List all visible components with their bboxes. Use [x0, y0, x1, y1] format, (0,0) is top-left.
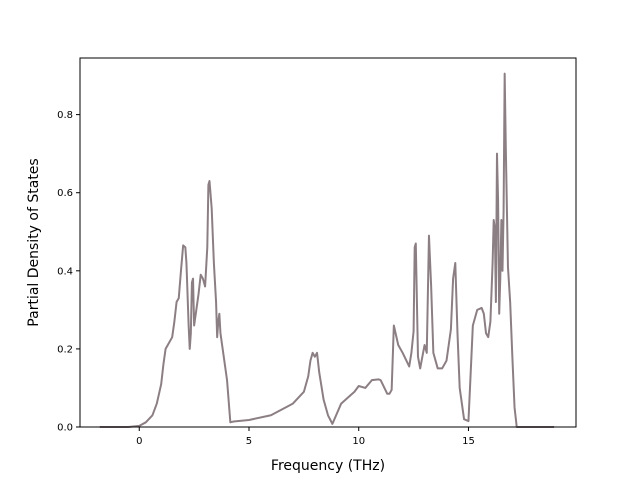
- y-tick-label: 0.2: [57, 344, 73, 355]
- x-tick-label: 10: [352, 436, 365, 447]
- x-tick-label: 0: [136, 436, 142, 447]
- y-axis-label: Partial Density of States: [26, 158, 42, 326]
- y-tick-label: 0.0: [57, 423, 73, 434]
- pdos-series-line-0: [99, 72, 555, 428]
- plot-area: [99, 72, 555, 428]
- axis-ticks: 0 5 10 15 0.0 0.2 0.4 0.6 0.8: [57, 110, 475, 447]
- x-tick-label: 15: [462, 436, 475, 447]
- axes-frame: [79, 57, 577, 428]
- y-tick-label: 0.4: [57, 266, 73, 277]
- y-tick-label: 0.6: [57, 188, 73, 199]
- x-tick-label: 5: [246, 436, 252, 447]
- x-axis-label: Frequency (THz): [271, 458, 385, 474]
- y-tick-label: 0.8: [57, 110, 73, 121]
